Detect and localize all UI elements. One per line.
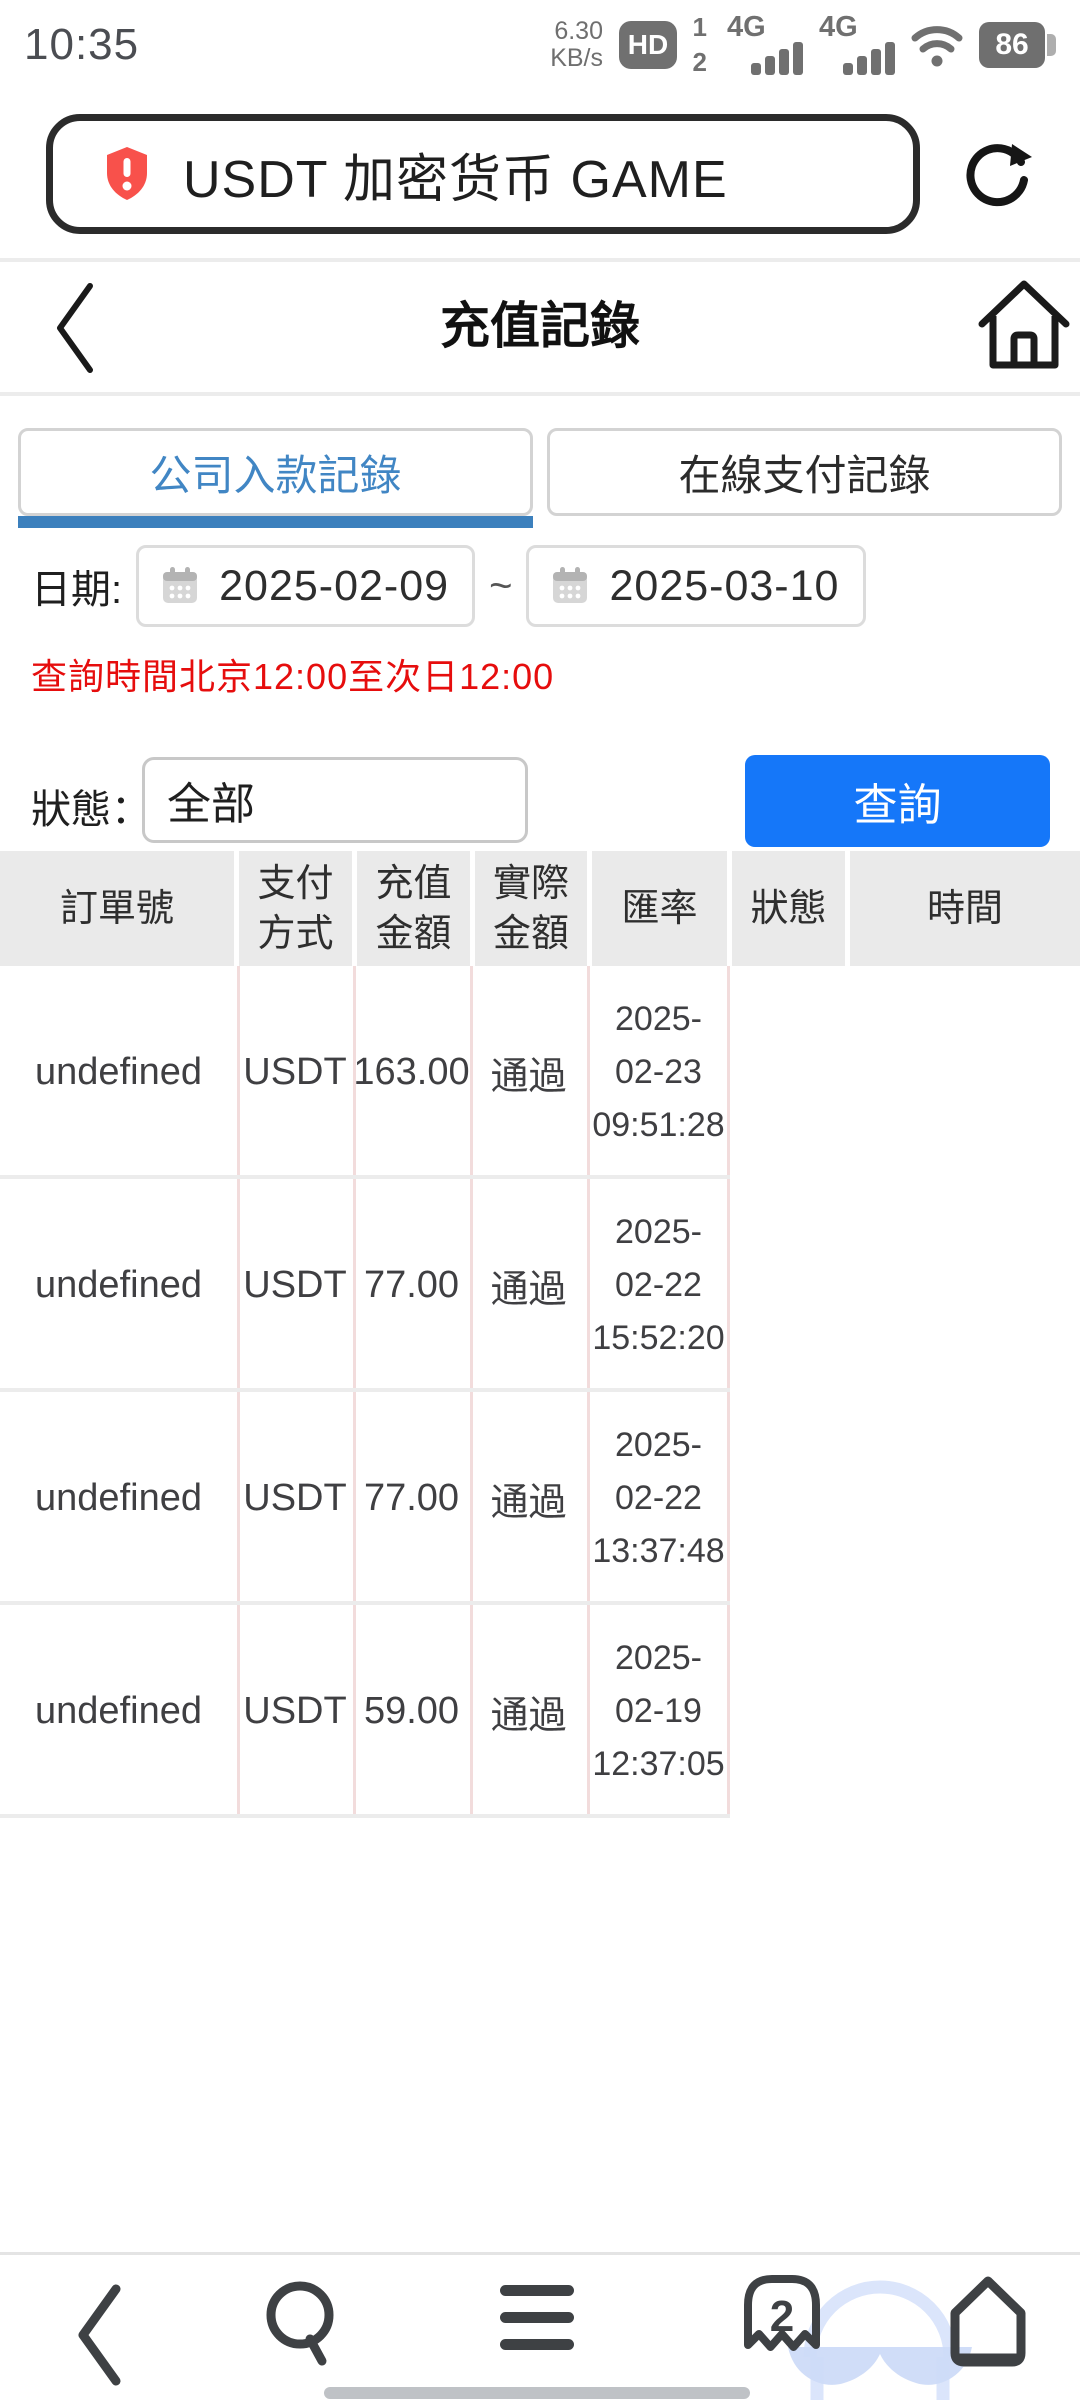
calendar-icon — [553, 567, 588, 603]
table-body: undefined USDT 163.00 通過 2025- 02-23 09:… — [0, 966, 730, 1818]
col-rate: 匯率 — [592, 851, 727, 966]
url-text: USDT 加密货币 GAME — [183, 150, 728, 209]
security-warning-shield-icon — [107, 147, 147, 200]
network-speed: 6.30 KB/s — [550, 17, 603, 72]
col-order-no: 訂單號 — [0, 851, 234, 966]
wifi-icon — [911, 26, 963, 67]
record-tabs: 公司入款記錄 在線支付記錄 — [18, 428, 1062, 528]
cell-datetime: 2025- 02-23 09:51:28 — [592, 1000, 725, 1144]
tab-count: 2 — [770, 2292, 794, 2341]
back-button[interactable] — [48, 278, 102, 383]
tab-company-deposit[interactable]: 公司入款記錄 — [18, 428, 533, 516]
table-row: undefined USDT 59.00 通過 2025- 02-19 12:3… — [0, 1605, 730, 1818]
range-separator: ~ — [489, 563, 513, 608]
calendar-icon — [163, 567, 198, 603]
cell-amount: 77.00 — [363, 1264, 460, 1306]
table-hline — [0, 1388, 730, 1392]
cell-amount: 59.00 — [363, 1690, 460, 1732]
status-bar: 10:35 6.30 KB/s HD 1 2 4G 4G — [0, 0, 1080, 90]
separator — [0, 258, 1080, 262]
hd-volte-icon: HD 1 2 — [619, 12, 711, 77]
tab-online-payment[interactable]: 在線支付記錄 — [547, 428, 1062, 516]
status-select[interactable]: 全部 — [142, 757, 528, 843]
table-row: undefined USDT 163.00 通過 2025- 02-23 09:… — [0, 966, 730, 1179]
browser-bottom-nav: 2 — [0, 2252, 1080, 2400]
col-actual-amount: 實際金額 — [475, 851, 587, 966]
nav-tabs-icon[interactable]: 2 — [736, 2269, 828, 2377]
table-header: 訂單號 支付方式 充值金額 實際金額 匯率 狀態 時間 — [0, 851, 1080, 966]
date-to-value: 2025-03-10 — [609, 561, 840, 610]
home-icon — [978, 280, 1070, 369]
col-time: 時間 — [850, 851, 1080, 966]
table-hline — [0, 1814, 730, 1818]
cell-pay-method: USDT — [243, 1477, 347, 1519]
query-button[interactable]: 查詢 — [745, 755, 1050, 847]
col-recharge-amount: 充值金額 — [357, 851, 470, 966]
address-bar[interactable]: USDT 加密货币 GAME — [46, 114, 920, 234]
page-header: 充值記錄 — [0, 262, 1080, 392]
table-row: undefined USDT 77.00 通過 2025- 02-22 13:3… — [0, 1392, 730, 1605]
home-button[interactable] — [974, 276, 1074, 377]
status-filter-row: 狀態： 全部 查詢 — [0, 755, 1080, 847]
cell-amount: 163.00 — [353, 1051, 470, 1093]
cell-order-no: undefined — [35, 1264, 202, 1306]
status-label: 狀態： — [31, 788, 151, 832]
battery-icon: 86 — [979, 22, 1056, 68]
cell-datetime: 2025- 02-22 13:37:48 — [592, 1426, 725, 1570]
cell-result: 通過 — [490, 1482, 567, 1524]
cell-result: 通過 — [490, 1269, 567, 1311]
page-title: 充值記錄 — [440, 298, 640, 354]
active-tab-underline — [18, 516, 533, 528]
signal-sim2-icon: 4G — [819, 11, 895, 77]
table-vline — [587, 966, 590, 1818]
cell-order-no: undefined — [35, 1477, 202, 1519]
table-hline — [0, 1175, 730, 1179]
reload-button[interactable] — [960, 136, 1036, 212]
table-row: undefined USDT 77.00 通過 2025- 02-22 15:5… — [0, 1179, 730, 1392]
cell-order-no: undefined — [35, 1051, 202, 1093]
gesture-bar[interactable] — [324, 2387, 750, 2399]
table-hline — [0, 1601, 730, 1605]
col-status: 狀態 — [732, 851, 845, 966]
cell-order-no: undefined — [35, 1690, 202, 1732]
nav-back-icon[interactable] — [70, 2283, 130, 2395]
col-pay-method: 支付方式 — [239, 851, 352, 966]
status-icons: 6.30 KB/s HD 1 2 4G 4G 86 — [550, 8, 1056, 82]
table-vline — [727, 966, 730, 1818]
date-to-input[interactable]: 2025-03-10 — [526, 545, 867, 627]
cell-datetime: 2025- 02-19 12:37:05 — [592, 1639, 725, 1783]
cell-pay-method: USDT — [243, 1051, 347, 1093]
back-chevron-icon — [57, 283, 93, 373]
cell-pay-method: USDT — [243, 1690, 347, 1732]
nav-search-icon[interactable] — [262, 2277, 344, 2377]
query-time-notice: 查詢時間北京12:00至次日12:00 — [31, 656, 555, 697]
battery-level: 86 — [979, 22, 1045, 68]
browser-toolbar: USDT 加密货币 GAME — [0, 90, 1080, 258]
signal-sim1-icon: 4G — [727, 11, 803, 77]
date-from-input[interactable]: 2025-02-09 — [136, 545, 476, 627]
clock: 10:35 — [24, 20, 140, 69]
table-vline — [470, 966, 473, 1818]
nav-menu-icon[interactable] — [500, 2285, 574, 2350]
cell-amount: 77.00 — [363, 1477, 460, 1519]
reload-icon — [966, 144, 1032, 207]
table-vline — [237, 966, 240, 1818]
cell-datetime: 2025- 02-22 15:52:20 — [592, 1213, 725, 1357]
separator — [0, 392, 1080, 396]
date-from-value: 2025-02-09 — [219, 561, 450, 610]
date-filter-row: 日期: 2025-02-09 ~ 2025-03-10 — [31, 545, 867, 627]
cell-result: 通過 — [490, 1056, 567, 1098]
nav-home-icon[interactable] — [948, 2275, 1028, 2371]
date-label: 日期: — [31, 568, 123, 612]
cell-result: 通過 — [490, 1695, 567, 1737]
table-vline — [353, 966, 356, 1818]
cell-pay-method: USDT — [243, 1264, 347, 1306]
